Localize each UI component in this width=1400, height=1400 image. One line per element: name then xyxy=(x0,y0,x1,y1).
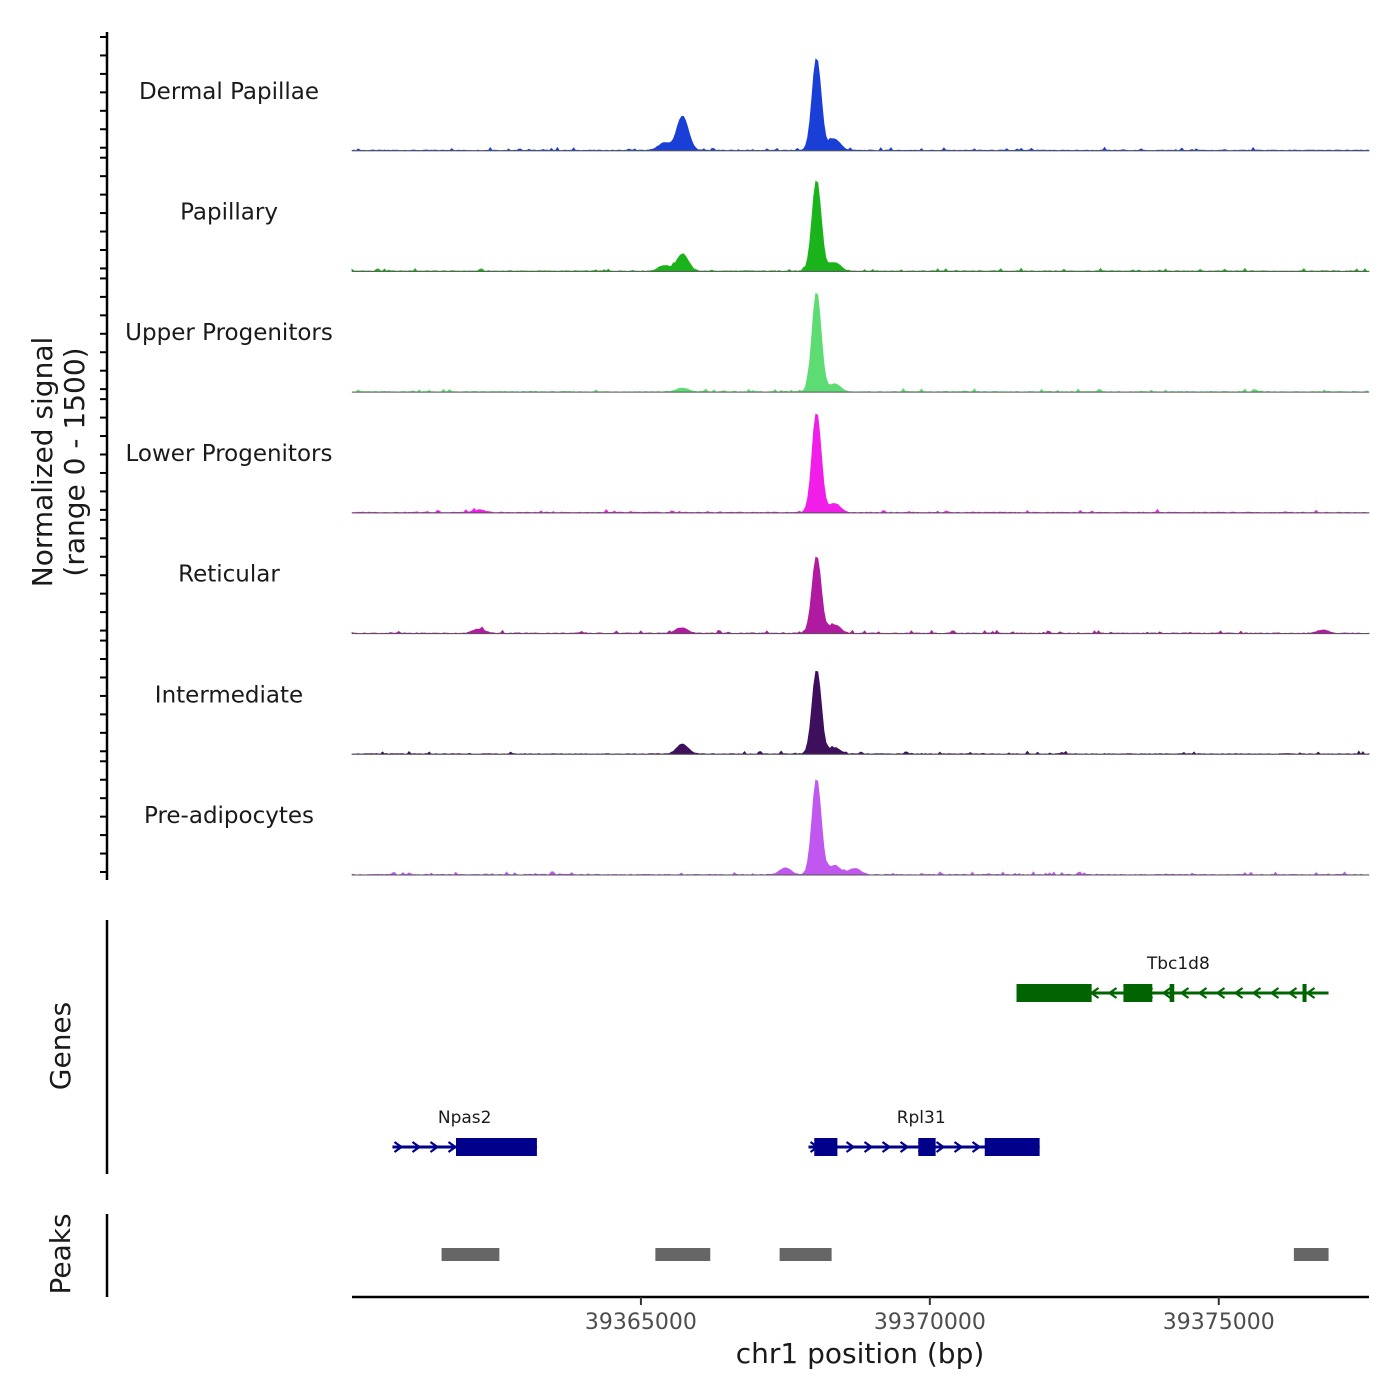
gene-label: Npas2 xyxy=(438,1108,492,1128)
track-label: Dermal Papillae xyxy=(139,79,319,105)
gene-exon xyxy=(1123,984,1153,1002)
strand-arrow xyxy=(1305,987,1316,999)
track-dermal-papillae: Dermal Papillae xyxy=(139,58,1370,152)
peak-region-bar xyxy=(1293,1248,1329,1261)
gene-exon xyxy=(456,1138,537,1156)
strand-arrow xyxy=(935,1141,946,1153)
strand-arrow xyxy=(899,1141,910,1153)
strand-arrow xyxy=(447,1141,458,1153)
track-label: Intermediate xyxy=(155,682,303,708)
strand-arrow xyxy=(1287,987,1298,999)
gene-exon xyxy=(984,1138,1040,1156)
track-label: Pre-adipocytes xyxy=(144,803,314,829)
signal-area xyxy=(351,292,1370,393)
signal-area xyxy=(351,670,1370,755)
y-axis-title-line2: (range 0 - 1500) xyxy=(58,347,91,576)
x-tick-label: 39375000 xyxy=(1163,1310,1275,1335)
peak-region-bar xyxy=(655,1248,711,1261)
gene-exon xyxy=(1016,984,1092,1002)
track-label: Papillary xyxy=(180,200,278,226)
strand-arrow xyxy=(1107,987,1118,999)
y-axis-ticks xyxy=(100,36,107,873)
strand-arrow xyxy=(1179,987,1190,999)
signal-area xyxy=(351,58,1370,152)
x-tick-label: 39370000 xyxy=(874,1310,986,1335)
strand-arrow xyxy=(881,1141,892,1153)
signal-area xyxy=(351,779,1370,876)
coverage-tracks: Dermal Papillae Papillary Upper Progenitor… xyxy=(125,58,1370,876)
signal-area xyxy=(351,413,1370,514)
signal-area xyxy=(351,556,1370,635)
signal-area xyxy=(351,180,1370,272)
strand-arrow xyxy=(411,1141,422,1153)
gene-label: Tbc1d8 xyxy=(1146,954,1210,974)
gene-npas2: Npas2 xyxy=(392,1108,537,1156)
peak-regions xyxy=(441,1248,1329,1261)
strand-arrow xyxy=(1269,987,1280,999)
strand-arrow xyxy=(1215,987,1226,999)
strand-arrow xyxy=(971,1141,982,1153)
gene-exon xyxy=(814,1138,838,1156)
x-tick-label: 39365000 xyxy=(585,1310,697,1335)
strand-arrow xyxy=(863,1141,874,1153)
strand-arrow xyxy=(1251,987,1262,999)
strand-arrow xyxy=(845,1141,856,1153)
strand-arrow xyxy=(1233,987,1244,999)
genes-axis-title: Genes xyxy=(44,1002,77,1090)
track-papillary: Papillary xyxy=(180,180,1370,272)
peaks-axis-title: Peaks xyxy=(44,1213,77,1294)
track-pre-adipocytes: Pre-adipocytes xyxy=(144,779,1370,876)
track-label: Upper Progenitors xyxy=(125,320,333,346)
peak-region-bar xyxy=(441,1248,500,1261)
gene-exon xyxy=(918,1138,936,1156)
track-upper-progenitors: Upper Progenitors xyxy=(125,292,1370,393)
gene-tbc1d8: Tbc1d8 xyxy=(1016,954,1329,1002)
gene-rpl31: Rpl31 xyxy=(808,1108,1040,1156)
x-axis-title: chr1 position (bp) xyxy=(736,1337,985,1370)
strand-arrow xyxy=(953,1141,964,1153)
track-lower-progenitors: Lower Progenitors xyxy=(126,413,1370,514)
track-label: Reticular xyxy=(178,562,280,588)
gene-exon xyxy=(1302,984,1307,1002)
y-axis-title-line1: Normalized signal xyxy=(26,337,59,588)
strand-arrow xyxy=(1197,987,1208,999)
track-label: Lower Progenitors xyxy=(126,441,333,467)
gene-label: Rpl31 xyxy=(897,1108,946,1128)
x-axis-ticks: 39365000 39370000 39375000 xyxy=(585,1297,1275,1335)
strand-arrow xyxy=(429,1141,440,1153)
gene-annotations: Tbc1d8 Npas2 Rpl31 xyxy=(392,954,1329,1156)
track-intermediate: Intermediate xyxy=(155,670,1370,755)
peak-region-bar xyxy=(779,1248,832,1261)
strand-arrow xyxy=(1161,987,1172,999)
gene-exon xyxy=(1169,984,1175,1002)
strand-arrow xyxy=(393,1141,404,1153)
track-reticular: Reticular xyxy=(178,556,1370,635)
